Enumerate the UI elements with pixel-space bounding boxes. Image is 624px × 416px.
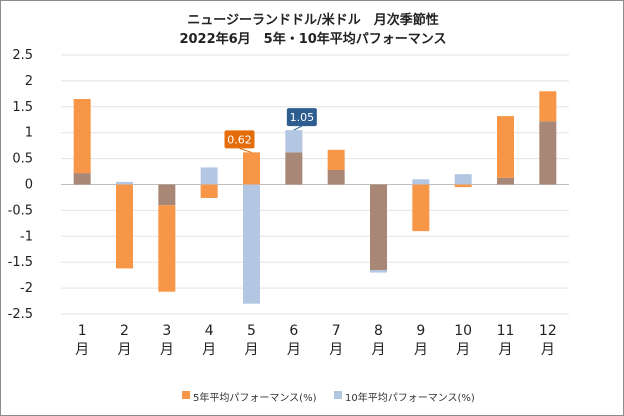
bar-overlap-month-12 bbox=[539, 121, 557, 185]
x-tick-unit: 月 bbox=[329, 342, 343, 358]
y-tick-label: -1.5 bbox=[8, 255, 33, 270]
x-tick-number: 3 bbox=[162, 323, 171, 339]
bar-overlap-month-11 bbox=[497, 177, 514, 185]
x-tick-unit: 月 bbox=[202, 342, 216, 358]
bar-10yr-month-8 bbox=[370, 269, 387, 273]
bar-overlap-month-6 bbox=[285, 152, 303, 185]
bar-10yr-month-10 bbox=[454, 174, 472, 185]
chart-title-line-1: ニュージーランドドル/米ドル 月次季節性 bbox=[187, 13, 439, 28]
x-tick-number: 12 bbox=[539, 323, 557, 339]
data-label: 1.05 bbox=[290, 111, 315, 124]
data-label-box bbox=[224, 130, 255, 149]
x-tick-number: 9 bbox=[416, 323, 425, 339]
data-label-leader bbox=[239, 147, 252, 153]
bar-10yr-month-5 bbox=[243, 184, 260, 304]
data-label-box bbox=[286, 108, 317, 127]
x-tick-unit: 月 bbox=[541, 342, 555, 358]
legend-label-10yr: 10年平均パフォーマンス(%) bbox=[345, 393, 475, 404]
legend-label-5yr: 5年平均パフォーマンス(%) bbox=[193, 393, 317, 404]
x-tick-number: 10 bbox=[454, 323, 472, 339]
bar-5yr-month-1 bbox=[73, 99, 91, 174]
x-tick-unit: 月 bbox=[456, 342, 470, 358]
chart-plot: 2.5 2 1.5 1 0.5 0 -0.5 -1 -1.5 -2 -2.5 1 月 2 月 3 月 4 月 5 月 6 月… bbox=[8, 48, 569, 358]
data-label: 0.62 bbox=[227, 133, 252, 146]
legend-swatch-5yr bbox=[182, 391, 190, 399]
y-tick-label: 1 bbox=[25, 126, 33, 141]
legend-swatch-10yr bbox=[334, 391, 342, 399]
x-tick-unit: 月 bbox=[160, 342, 174, 358]
bar-10yr-month-4 bbox=[200, 167, 218, 185]
x-tick-unit: 月 bbox=[287, 342, 301, 358]
y-tick-label: -0.5 bbox=[8, 203, 33, 218]
bar-5yr-month-2 bbox=[116, 184, 133, 269]
bar-overlap-month-8 bbox=[370, 184, 387, 270]
y-tick-label: -2.5 bbox=[8, 307, 33, 322]
x-tick-unit: 月 bbox=[372, 342, 386, 358]
bar-10yr-month-9 bbox=[412, 179, 430, 185]
x-tick-unit: 月 bbox=[75, 342, 89, 358]
bar-10yr-month-2 bbox=[116, 181, 133, 185]
x-tick-number: 4 bbox=[205, 323, 214, 339]
bar-5yr-month-7 bbox=[327, 149, 345, 170]
chart-title-line-2: 2022年6月 5年・10年平均パフォーマンス bbox=[179, 32, 447, 47]
y-tick-label: 0 bbox=[25, 178, 33, 193]
y-tick-label: 2.5 bbox=[12, 48, 33, 63]
x-tick-number: 2 bbox=[120, 323, 129, 339]
bar-5yr-month-12 bbox=[539, 91, 557, 122]
bar-5yr-month-10 bbox=[454, 184, 472, 188]
bar-5yr-month-3 bbox=[158, 205, 176, 292]
x-tick-unit: 月 bbox=[414, 342, 428, 358]
y-tick-label: 2 bbox=[25, 74, 33, 89]
bar-overlap-month-1 bbox=[73, 173, 91, 185]
x-tick-number: 5 bbox=[247, 323, 256, 339]
bar-5yr-month-5 bbox=[243, 152, 260, 185]
bar-5yr-month-4 bbox=[200, 184, 218, 198]
x-tick-number: 1 bbox=[78, 323, 87, 339]
y-tick-label: -2 bbox=[20, 281, 33, 296]
bar-5yr-month-9 bbox=[412, 184, 430, 232]
y-tick-label: 0.5 bbox=[12, 152, 33, 167]
x-tick-number: 8 bbox=[374, 323, 383, 339]
bar-overlap-month-7 bbox=[327, 169, 345, 185]
bar-5yr-month-11 bbox=[497, 116, 514, 178]
bar-overlap-month-3 bbox=[158, 184, 176, 206]
x-tick-number: 7 bbox=[332, 323, 341, 339]
x-tick-number: 6 bbox=[289, 323, 298, 339]
y-tick-label: 1.5 bbox=[12, 100, 33, 115]
data-label-leader bbox=[293, 125, 303, 131]
x-tick-unit: 月 bbox=[118, 342, 132, 358]
x-tick-number: 11 bbox=[497, 323, 515, 339]
x-tick-unit: 月 bbox=[245, 342, 259, 358]
x-tick-unit: 月 bbox=[499, 342, 513, 358]
y-tick-label: -1 bbox=[20, 229, 33, 244]
bar-10yr-month-6 bbox=[285, 130, 303, 153]
